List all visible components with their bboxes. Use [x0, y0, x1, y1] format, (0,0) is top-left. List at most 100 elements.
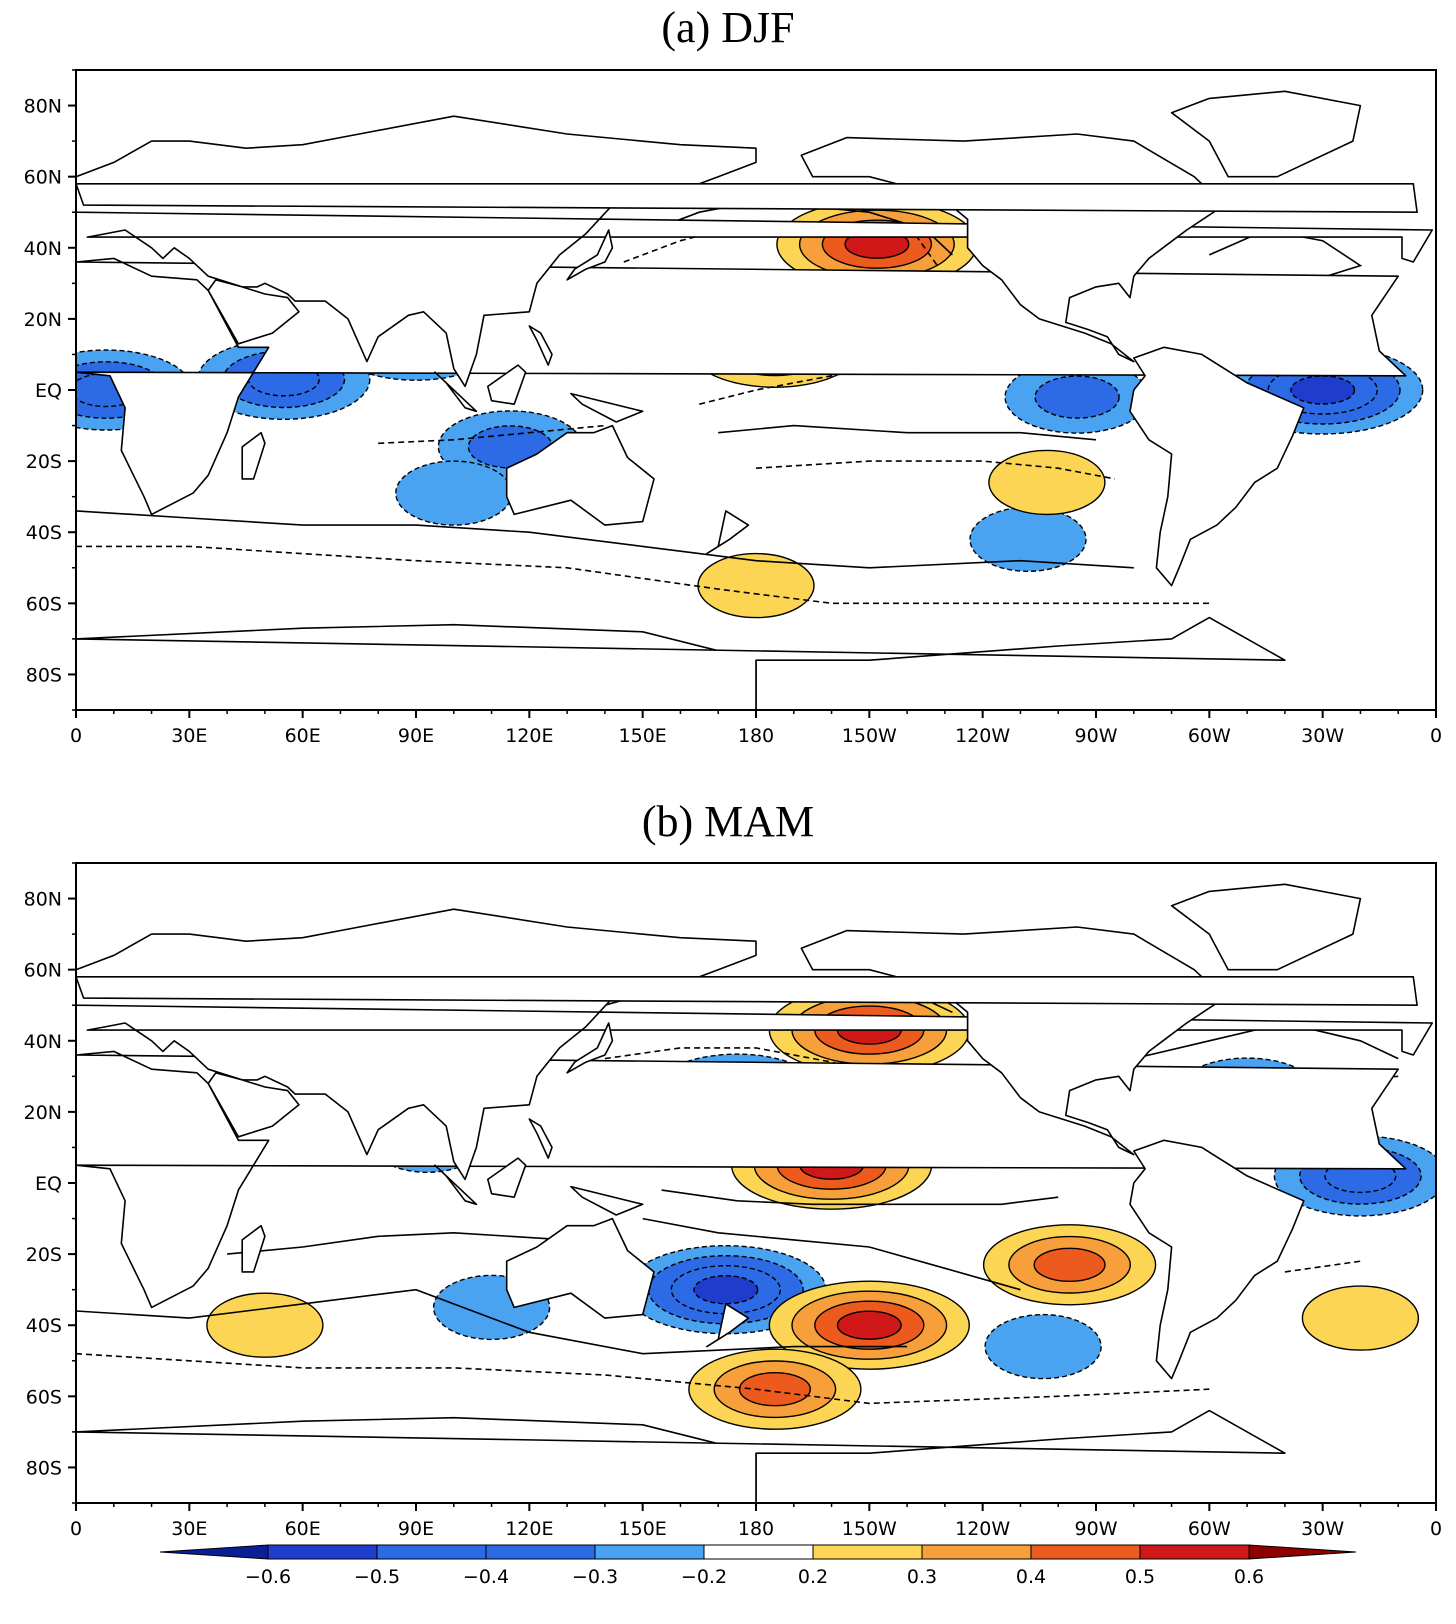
continent: [76, 257, 1407, 516]
lon-tick-label: 180: [738, 1518, 774, 1540]
continent: [207, 1072, 300, 1138]
panel-b-coastlines: [76, 883, 1433, 1503]
panel-a-title: (a) DJF: [661, 3, 795, 52]
continent: [1129, 346, 1305, 587]
lat-tick-label: 40N: [24, 1031, 62, 1053]
anomaly-blob: [206, 1292, 324, 1358]
colorbar-segment: [703, 1544, 814, 1560]
continent: [434, 371, 478, 413]
continent: [528, 1118, 553, 1159]
panel-b-map: 80N 60N 40N 20N EQ 20S 40S 60S 80S 0 30E 60E 90E 120…: [24, 862, 1442, 1540]
colorbar-label: −0.2: [681, 1566, 727, 1588]
lon-tick-label: 60W: [1188, 1518, 1231, 1540]
lon-tick-label: 120W: [955, 1518, 1010, 1540]
contour-line: [76, 545, 1210, 605]
lon-tick-label: 150W: [842, 725, 897, 747]
lon-tick-label: 90W: [1075, 1518, 1118, 1540]
lon-tick-label: 180: [738, 725, 774, 747]
lon-tick-label: 90E: [398, 725, 434, 747]
colorbar-label: −0.4: [463, 1566, 509, 1588]
lon-tick-label: 90W: [1075, 725, 1118, 747]
colorbar-segment: [921, 1544, 1032, 1560]
anomaly-blob: [395, 460, 513, 526]
panel-a-lat-axis: 80N 60N 40N 20N EQ 20S 40S 60S 80S: [24, 69, 76, 711]
colorbar-segment: [267, 1544, 378, 1560]
continent: [487, 364, 527, 405]
lat-tick-label: 80S: [26, 1457, 62, 1479]
continent: [570, 1185, 644, 1216]
lat-tick-label: 20N: [24, 309, 62, 331]
lat-tick-label: 20S: [26, 451, 62, 473]
lat-tick-label: 20N: [24, 1102, 62, 1124]
lat-tick-label: 60N: [24, 167, 62, 189]
continent: [76, 616, 1286, 710]
contour-line: [76, 510, 1134, 569]
colorbar-segment: [485, 1544, 596, 1560]
lat-tick-label: 80S: [26, 664, 62, 686]
anomaly-blob: [984, 1313, 1102, 1380]
anomaly-blob: [1033, 1247, 1106, 1283]
lat-tick-label: 60N: [24, 960, 62, 982]
colorbar: −0.6 −0.5 −0.4 −0.3 −0.2 0.2 0.3 0.4 0.5 0.6: [159, 1544, 1357, 1588]
lon-tick-label: 120E: [505, 725, 553, 747]
lat-tick-label: 80N: [24, 889, 62, 911]
panel-a-lon-axis: 0 30E 60E 90E 120E 150E 180 150W 120W 90W 60W 30W 0: [70, 710, 1442, 747]
colorbar-label: 0.6: [1234, 1566, 1264, 1588]
contour-line: [642, 1217, 1021, 1291]
anomaly-blob: [1290, 375, 1356, 405]
anomaly-blob: [738, 1371, 812, 1407]
colorbar-label: −0.6: [245, 1566, 291, 1588]
continent: [528, 325, 553, 366]
lon-tick-label: 30E: [171, 1518, 207, 1540]
lon-tick-label: 0: [70, 1518, 82, 1540]
panel-b-lon-axis: 0 30E 60E 90E 120E 150E 180 150W 120W 90W 60W 30W 0: [70, 1503, 1442, 1540]
lon-tick-label: 30W: [1301, 1518, 1344, 1540]
continent: [1170, 90, 1362, 178]
lon-tick-label: 0: [1430, 725, 1442, 747]
lat-tick-label: 80N: [24, 96, 62, 118]
continent: [570, 392, 644, 423]
continent: [76, 183, 1418, 213]
lon-tick-label: 90E: [398, 1518, 434, 1540]
colorbar-label: 0.4: [1016, 1566, 1046, 1588]
anomaly-blob: [1034, 375, 1120, 419]
contour-line: [718, 424, 1097, 441]
colorbar-label: 0.2: [798, 1566, 828, 1588]
continent: [207, 279, 300, 345]
colorbar-segment: [1139, 1544, 1250, 1560]
colorbar-segment: [376, 1544, 487, 1560]
lat-tick-label: 40S: [26, 1315, 62, 1337]
panel-a-coastlines: [76, 90, 1433, 710]
colorbar-left-arrow: [159, 1544, 269, 1560]
continent: [434, 1164, 478, 1206]
lat-tick-label: EQ: [35, 1173, 62, 1195]
continent: [566, 229, 614, 281]
lon-tick-label: 0: [70, 725, 82, 747]
lat-tick-label: 40S: [26, 522, 62, 544]
anomaly-blob: [836, 1310, 902, 1340]
continent: [76, 1409, 1286, 1503]
contour-line: [1284, 1260, 1361, 1273]
lon-tick-label: 60E: [285, 725, 321, 747]
lat-tick-label: 20S: [26, 1244, 62, 1266]
lon-tick-label: 30E: [171, 725, 207, 747]
continent: [566, 1022, 614, 1074]
anomaly-blob: [693, 1274, 759, 1305]
lon-tick-label: 120W: [955, 725, 1010, 747]
contour-line: [76, 1352, 1210, 1405]
colorbar-segment: [812, 1544, 923, 1560]
colorbar-label: −0.3: [572, 1566, 618, 1588]
lat-tick-label: 60S: [26, 593, 62, 615]
lon-tick-label: 60E: [285, 1518, 321, 1540]
panel-b-lat-axis: 80N 60N 40N 20N EQ 20S 40S 60S 80S: [24, 862, 76, 1504]
lon-tick-label: 30W: [1301, 725, 1344, 747]
panel-a-map: 80N 60N 40N 20N EQ 20S 40S 60S 80S 0 30E 60E 90E 120…: [24, 69, 1442, 747]
lon-tick-label: 150W: [842, 1518, 897, 1540]
colorbar-label: 0.5: [1125, 1566, 1155, 1588]
continent: [706, 1303, 750, 1348]
lon-tick-label: 60W: [1188, 725, 1231, 747]
colorbar-label: 0.3: [907, 1566, 937, 1588]
continent: [1129, 1139, 1305, 1380]
lon-tick-label: 150E: [619, 1518, 667, 1540]
